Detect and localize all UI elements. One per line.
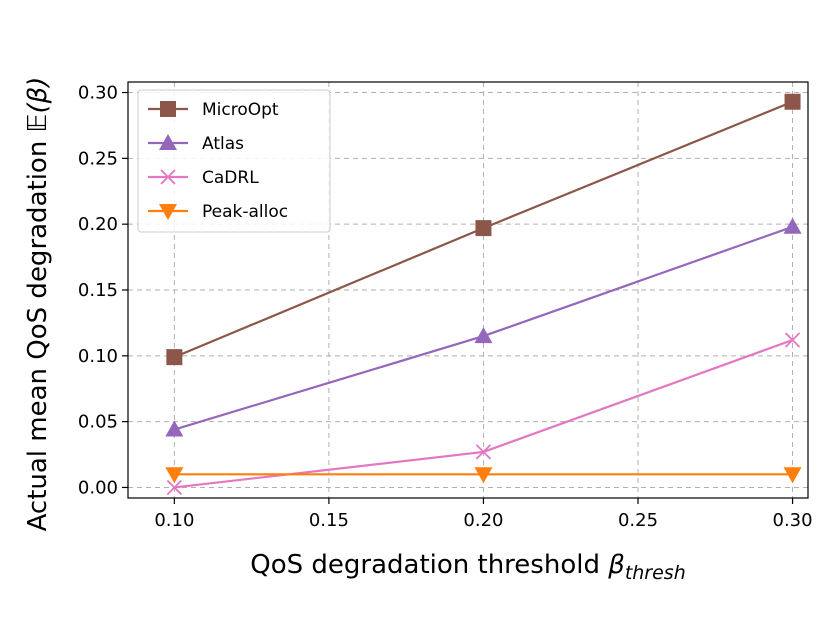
legend-entry: MicroOpt (148, 100, 279, 120)
y-tick-label: 0.00 (78, 477, 118, 498)
data-point (475, 220, 492, 237)
y-axis-label-symbol: 𝔼(β) (23, 77, 53, 133)
legend-box (137, 89, 331, 233)
x-axis-label: QoS degradation threshold βthresh (250, 550, 686, 584)
legend-label: CaDRL (202, 168, 259, 188)
x-tick-label: 0.10 (154, 510, 194, 531)
x-tick-label: 0.20 (463, 510, 503, 531)
data-point (475, 444, 492, 460)
y-axis-label: Actual mean QoS degradation 𝔼(β) (23, 77, 53, 532)
x-axis-label-symbol: β (607, 550, 625, 580)
legend-marker (160, 101, 176, 117)
y-tick-label: 0.30 (78, 83, 118, 104)
legend-entry: Peak-alloc (148, 202, 288, 222)
data-point (784, 93, 801, 110)
y-axis-label-text: Actual mean QoS degradation (23, 132, 53, 531)
data-point (166, 479, 183, 496)
ticks: 0.10 0.15 0.20 0.25 0.30 0.00 0.05 0.10 0.15 0.20… (78, 83, 813, 531)
data-point (165, 467, 184, 484)
y-tick-label: 0.10 (78, 346, 118, 367)
y-tick-label: 0.05 (78, 412, 118, 433)
legend-entry: Atlas (148, 134, 244, 154)
data-point (166, 349, 183, 366)
data-point (784, 332, 801, 348)
series-layer (165, 93, 802, 496)
x-axis-label-text: QoS degradation threshold (250, 550, 608, 580)
legend-label: Atlas (202, 134, 244, 154)
legend-label: MicroOpt (202, 100, 279, 120)
series-microopt (166, 93, 801, 366)
data-point (165, 420, 184, 437)
y-tick-label: 0.15 (78, 280, 118, 301)
series-atlas (165, 217, 802, 437)
y-tick-label: 0.25 (78, 148, 118, 169)
legend: MicroOpt Atlas CaDRL Peak-alloc (137, 89, 331, 233)
legend-label: Peak-alloc (202, 202, 288, 222)
x-axis-label-subscript: thresh (625, 562, 686, 584)
data-point (783, 217, 802, 234)
x-tick-label: 0.25 (618, 510, 658, 531)
legend-marker (159, 204, 177, 220)
data-point (783, 467, 802, 484)
x-tick-label: 0.30 (773, 510, 813, 531)
data-point (474, 467, 493, 484)
x-tick-label: 0.15 (309, 510, 349, 531)
data-point (474, 327, 493, 344)
y-tick-label: 0.20 (78, 214, 118, 235)
legend-entry: CaDRL (148, 168, 259, 188)
series-cadrl (166, 332, 801, 496)
series-peak-alloc (165, 467, 802, 484)
legend-marker (160, 169, 176, 185)
legend-marker (159, 134, 177, 150)
